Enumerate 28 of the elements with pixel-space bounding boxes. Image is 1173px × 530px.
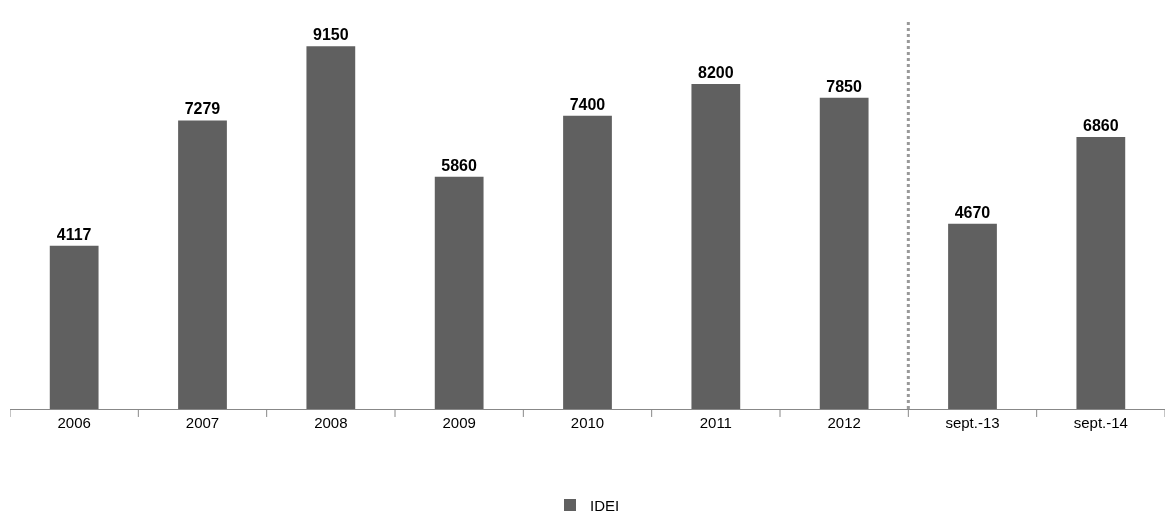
- legend-label: IDEI: [590, 496, 620, 514]
- data-label: 4117: [56, 225, 92, 243]
- x-tick-label: 2007: [185, 414, 220, 431]
- bar: [306, 46, 356, 409]
- x-tick-label: sept.-13: [945, 414, 1000, 431]
- data-label: 7279: [184, 100, 221, 118]
- x-tick-label: 2006: [57, 414, 91, 431]
- data-label: 4670: [954, 203, 991, 221]
- x-tick-label: 2008: [314, 414, 348, 431]
- bar: [691, 83, 741, 409]
- data-label: 5860: [441, 156, 478, 174]
- bar: [1076, 137, 1126, 409]
- bar: [178, 120, 227, 409]
- bar: [49, 245, 99, 409]
- x-tick-label: 2012: [827, 414, 861, 431]
- data-label: 6860: [1082, 117, 1119, 135]
- data-label: 8200: [697, 63, 734, 81]
- x-tick-label: 2011: [699, 414, 732, 431]
- bar: [434, 176, 484, 409]
- x-tick-label: sept.-14: [1073, 414, 1128, 431]
- bar: [819, 97, 869, 409]
- x-tick-label: 2010: [570, 414, 605, 431]
- data-label: 9150: [312, 26, 349, 44]
- x-tick-label: 2009: [442, 414, 476, 431]
- bar: [948, 223, 997, 409]
- data-label: 7850: [826, 77, 863, 95]
- data-label: 7400: [569, 95, 606, 113]
- bar: [563, 115, 612, 409]
